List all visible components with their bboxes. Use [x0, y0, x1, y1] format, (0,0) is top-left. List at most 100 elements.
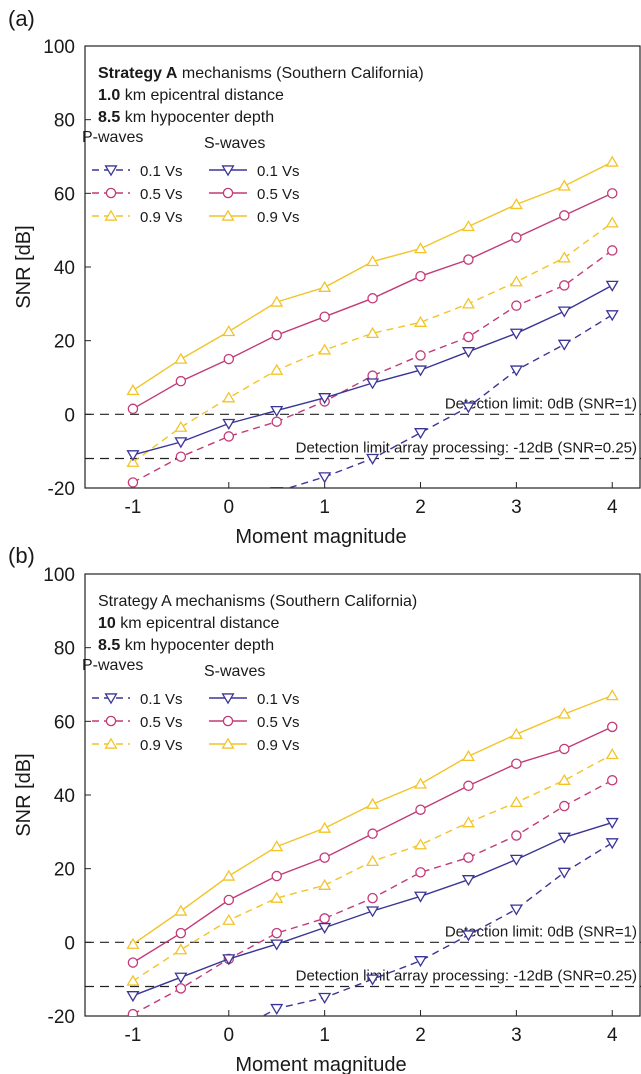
legend-marker [105, 187, 117, 199]
legend-marker [104, 737, 118, 749]
data-point [126, 974, 140, 986]
legend-marker [104, 693, 118, 705]
legend-marker [105, 715, 117, 727]
data-point [415, 350, 426, 361]
data-point [413, 315, 428, 327]
data-point [366, 854, 380, 866]
data-point [509, 197, 523, 210]
data-point [127, 403, 139, 415]
x-axis-label: Moment magnitude [235, 1054, 406, 1074]
data-point [318, 878, 332, 890]
data-point [175, 451, 187, 462]
data-point [366, 453, 380, 465]
data-point [222, 954, 236, 966]
data-point [557, 867, 571, 879]
data-point [461, 816, 475, 828]
data-point [511, 300, 522, 311]
data-point [463, 780, 474, 792]
series-group [126, 689, 619, 1061]
data-point [413, 242, 428, 254]
panel-label: (b) [8, 543, 35, 568]
legend-label: 0.9 Vs [140, 209, 183, 226]
data-point [415, 270, 426, 282]
data-point [127, 957, 139, 968]
reference-line-label: Detection limit: 0dB (SNR=1) [445, 395, 637, 412]
data-point [366, 906, 380, 918]
y-tick-label: -20 [48, 479, 75, 500]
data-point [366, 255, 380, 267]
data-point [413, 838, 428, 850]
data-point [605, 689, 619, 701]
data-point [415, 867, 426, 878]
data-point [174, 352, 188, 364]
legend-marker [221, 737, 235, 749]
legend-label: 0.1 Vs [140, 163, 183, 180]
x-tick-label: 2 [415, 1025, 426, 1046]
data-point [559, 743, 570, 755]
y-tick-label: 40 [54, 786, 75, 807]
data-point [175, 524, 186, 533]
data-point [270, 840, 284, 852]
data-point [271, 416, 282, 427]
data-point [222, 869, 236, 881]
y-tick-label: 0 [64, 933, 75, 954]
data-point [318, 343, 332, 355]
data-point [366, 797, 380, 809]
legend-marker [222, 187, 234, 199]
legend-label: 0.1 Vs [140, 691, 183, 708]
legend-header-s: S-waves [204, 135, 265, 152]
y-tick-label: 20 [54, 860, 75, 881]
data-point [605, 838, 619, 850]
data-point [223, 894, 235, 906]
data-point [318, 821, 332, 833]
y-tick-label: -20 [48, 1007, 75, 1028]
x-tick-label: -1 [124, 497, 141, 518]
legend-marker [104, 209, 118, 221]
data-point [175, 1052, 186, 1061]
data-point [461, 297, 475, 309]
y-axis-label: SNR [dB] [13, 225, 35, 308]
data-point [461, 930, 475, 942]
y-tick-label: 60 [54, 712, 75, 733]
data-point [605, 216, 619, 228]
data-point [175, 983, 187, 994]
data-point [509, 854, 523, 866]
data-point [559, 800, 570, 812]
data-point [463, 254, 474, 265]
legend-label: 0.5 Vs [257, 186, 300, 203]
data-point [174, 943, 188, 955]
x-tick-label: 2 [415, 497, 426, 518]
reference-line-label: Detection limit array processing: -12dB … [296, 968, 637, 985]
p-wave-01vs-line [261, 842, 613, 1016]
data-point [509, 904, 523, 916]
data-point [175, 927, 187, 939]
data-point [463, 852, 474, 863]
data-point [461, 220, 475, 232]
chart-panel-a: (a) -20 0 20 40 60 80 100 -1 0 1 2 3 4 Moment magnitud… [8, 6, 641, 548]
data-point [270, 939, 284, 951]
data-point [511, 758, 522, 769]
data-point [557, 773, 571, 785]
data-point [271, 927, 282, 939]
chart-panel-b: (b) -20 0 20 40 60 80 100 -1 0 1 2 3 4 Moment magnitud… [8, 543, 641, 1074]
y-tick-label: 100 [43, 565, 75, 586]
x-tick-label: 0 [224, 1025, 235, 1046]
x-tick-label: 3 [511, 497, 522, 518]
data-point [509, 275, 523, 287]
legend-marker [221, 209, 235, 221]
data-point [509, 795, 523, 808]
x-tick-label: 4 [607, 1025, 618, 1046]
p-wave-09vs-line [132, 222, 613, 463]
data-point [605, 155, 619, 167]
x-tick-label: 1 [319, 1025, 330, 1046]
legend-label: 0.1 Vs [257, 163, 300, 180]
data-point [366, 378, 380, 390]
data-point [318, 922, 332, 935]
data-point [605, 310, 619, 322]
data-point [461, 402, 475, 414]
data-point [270, 486, 284, 488]
legend-marker [221, 693, 235, 705]
data-point [126, 455, 140, 467]
data-point [605, 280, 619, 292]
p-wave-09vs-line [132, 753, 613, 982]
